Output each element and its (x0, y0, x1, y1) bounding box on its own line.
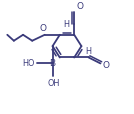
Text: OH: OH (48, 78, 60, 87)
Text: O: O (102, 61, 109, 69)
Text: O: O (76, 2, 83, 11)
Text: H: H (63, 20, 69, 29)
Text: HO: HO (23, 58, 35, 67)
Text: B: B (49, 58, 56, 67)
Text: O: O (40, 24, 47, 33)
Text: H: H (86, 46, 92, 55)
